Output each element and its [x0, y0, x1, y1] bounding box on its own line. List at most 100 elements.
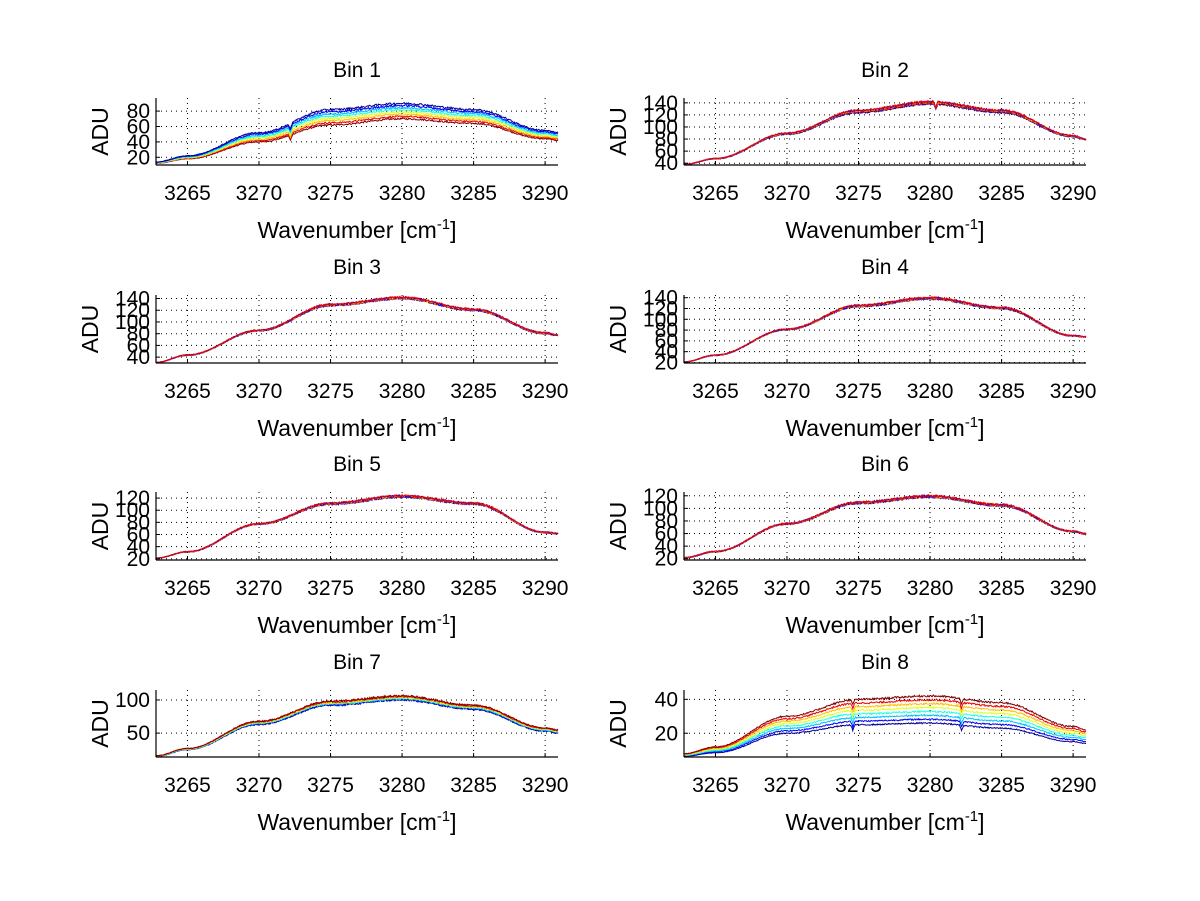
subplot-title: Bin 8 — [861, 651, 909, 674]
subplot-title: Bin 4 — [861, 256, 909, 279]
y-tick-label: 80 — [655, 128, 678, 151]
spectrum-series-1 — [155, 117, 559, 165]
x-tick-label: 3265 — [164, 577, 211, 600]
subplot-title: Bin 7 — [333, 651, 381, 674]
y-tick-label: 100 — [115, 499, 150, 522]
x-tick-label: 3275 — [307, 774, 354, 797]
y-tick-label: 20 — [655, 548, 678, 571]
x-tick-label: 3285 — [450, 380, 497, 403]
spectrum-series-2 — [155, 296, 558, 364]
spectrum-series-4 — [683, 101, 1087, 166]
spectrum-series-4 — [156, 494, 559, 559]
spectrum-series-5 — [683, 100, 1087, 165]
x-tick-label: 3265 — [164, 774, 211, 797]
y-tick-label: 20 — [655, 722, 678, 745]
spectrum-series-3 — [155, 495, 559, 559]
y-tick-label: 40 — [655, 688, 678, 711]
spectrum-series-2 — [684, 717, 1087, 757]
y-tick-label: 60 — [655, 330, 678, 353]
x-axis-label: Wavenumber [cm-1] — [257, 216, 456, 243]
x-tick-label: 3275 — [835, 380, 882, 403]
spectrum-series-6 — [155, 494, 559, 559]
x-tick-label: 3280 — [379, 380, 426, 403]
y-axis-label: ADU — [87, 107, 113, 156]
x-tick-label: 3280 — [907, 380, 954, 403]
x-tick-label: 3285 — [450, 774, 497, 797]
x-axis-label: Wavenumber [cm-1] — [785, 611, 984, 638]
y-axis-label: ADU — [605, 502, 631, 551]
x-tick-label: 3270 — [764, 380, 811, 403]
spectrum-series-2 — [683, 102, 1087, 166]
subplot-title: Bin 5 — [333, 453, 381, 476]
y-tick-label: 140 — [115, 288, 150, 311]
spectrum-series-4 — [155, 110, 558, 164]
subplot-title: Bin 3 — [333, 256, 381, 279]
spectrum-series-5 — [683, 494, 1087, 559]
spectrum-series-1 — [683, 495, 1087, 559]
spectrum-series-5 — [155, 295, 558, 364]
spectrum-series-6 — [683, 494, 1087, 559]
y-axis-label: ADU — [87, 502, 113, 551]
spectrum-series-3 — [683, 713, 1087, 757]
y-tick-label: 40 — [127, 346, 150, 369]
x-tick-label: 3265 — [692, 774, 739, 797]
spectrum-series-7 — [684, 295, 1087, 363]
y-tick-label: 60 — [655, 523, 678, 546]
y-tick-label: 100 — [115, 311, 150, 334]
x-tick-label: 3290 — [522, 577, 569, 600]
y-tick-label: 120 — [643, 104, 678, 127]
spectrum-series-1 — [683, 721, 1087, 757]
x-tick-label: 3280 — [907, 774, 954, 797]
x-axis-label: Wavenumber [cm-1] — [257, 611, 456, 638]
x-axis-label: Wavenumber [cm-1] — [257, 414, 456, 441]
y-tick-label: 120 — [115, 299, 150, 322]
spectrum-series-1 — [155, 698, 559, 758]
y-tick-label: 80 — [127, 323, 150, 346]
x-tick-label: 3280 — [379, 182, 426, 205]
spectrum-series-3 — [155, 296, 558, 364]
x-tick-label: 3270 — [764, 577, 811, 600]
spectrum-series-7 — [155, 694, 559, 757]
x-tick-label: 3280 — [907, 182, 954, 205]
spectrum-series-8 — [155, 101, 559, 163]
y-tick-label: 140 — [643, 287, 678, 310]
x-tick-label: 3270 — [236, 577, 283, 600]
y-tick-label: 50 — [127, 722, 150, 745]
spectrum-series-3 — [155, 696, 559, 757]
x-tick-label: 3285 — [978, 380, 1025, 403]
spectrum-series-7 — [683, 698, 1087, 755]
y-tick-label: 100 — [643, 116, 678, 139]
y-tick-label: 80 — [655, 510, 678, 533]
spectrum-series-3 — [683, 101, 1087, 166]
y-tick-label: 60 — [127, 524, 150, 547]
x-tick-label: 3265 — [164, 380, 211, 403]
spectrum-series-7 — [684, 493, 1087, 559]
subplot-bin-4: 3265 3270 3275 3280 3285 3290 2040608010012014… — [605, 256, 1096, 441]
spectrum-series-2 — [683, 495, 1087, 559]
subplot-bin-8: 3265 3270 3275 3280 3285 3290 20 40 Bin 8 Wavenum… — [605, 651, 1096, 835]
subplot-bin-7: 3265 3270 3275 3280 3285 3290 50 100 Bin 7 Wavenu… — [87, 651, 568, 835]
y-tick-label: 100 — [115, 689, 150, 712]
spectrum-series-4 — [683, 709, 1087, 756]
spectrum-series-8 — [683, 494, 1087, 559]
x-tick-label: 3265 — [692, 577, 739, 600]
x-tick-label: 3275 — [835, 577, 882, 600]
spectrum-series-6 — [683, 100, 1087, 166]
y-tick-label: 100 — [643, 308, 678, 331]
spectrum-series-7 — [155, 295, 559, 364]
x-tick-label: 3270 — [236, 182, 283, 205]
spectrum-series-6 — [155, 106, 559, 164]
y-tick-label: 60 — [127, 115, 150, 138]
y-tick-label: 140 — [643, 92, 678, 115]
y-tick-label: 120 — [115, 487, 150, 510]
spectrum-series-8 — [683, 694, 1087, 755]
x-tick-label: 3275 — [307, 182, 354, 205]
y-tick-label: 120 — [643, 485, 678, 508]
x-tick-label: 3275 — [307, 380, 354, 403]
y-tick-label: 20 — [127, 146, 150, 169]
